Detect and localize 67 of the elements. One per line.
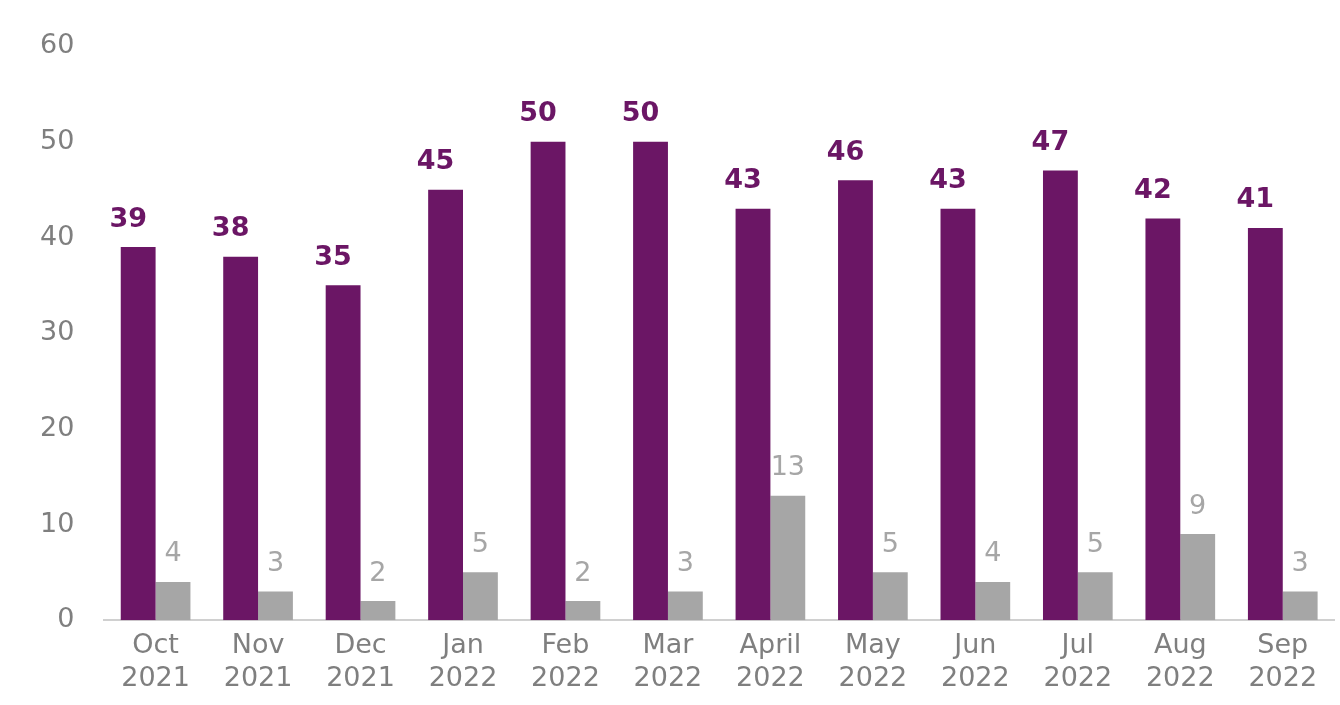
data-label: 3: [1291, 546, 1309, 578]
data-label: 38: [211, 211, 250, 243]
data-label: 41: [1236, 182, 1275, 214]
bar: [872, 572, 908, 621]
bar: [428, 189, 463, 621]
bar: [155, 581, 191, 621]
bar: [975, 581, 1011, 621]
bar: [838, 180, 873, 621]
bar: [360, 601, 396, 621]
x-tick-label: Sep 2022: [1248, 628, 1318, 692]
y-tick-label: 30: [40, 315, 75, 347]
data-label: 3: [266, 546, 285, 578]
data-label: 46: [826, 134, 865, 166]
data-label: 35: [314, 239, 352, 271]
bar: [1077, 572, 1113, 621]
y-tick-label: 60: [40, 28, 75, 60]
data-label: 5: [881, 526, 899, 558]
bar: [223, 256, 259, 621]
data-label: 39: [109, 201, 147, 233]
bar: [1282, 591, 1318, 621]
bar: [120, 247, 156, 621]
x-tick-label: Aug 2022: [1145, 628, 1215, 692]
data-label: 5: [471, 526, 490, 558]
data-label: 4: [164, 536, 182, 568]
bar: [940, 208, 976, 621]
bar: [1145, 218, 1181, 621]
data-label: 50: [519, 96, 557, 128]
bar: [1247, 227, 1283, 621]
bar: [258, 591, 293, 621]
y-tick-label: 10: [40, 506, 75, 538]
bar: [1180, 534, 1216, 621]
bar: [735, 208, 771, 621]
data-label: 4: [984, 536, 1002, 568]
x-tick-label: May 2022: [838, 628, 908, 692]
data-label: 45: [416, 144, 455, 176]
data-label: 9: [1189, 488, 1207, 520]
x-tick-label: Jan 2022: [428, 628, 498, 692]
x-tick-label: Feb 2022: [531, 628, 600, 692]
data-label: 2: [574, 555, 592, 587]
bar: [530, 141, 566, 621]
data-label: 43: [724, 163, 762, 195]
y-tick-label: 20: [40, 410, 75, 442]
data-label: 42: [1134, 172, 1172, 204]
x-tick-label: Mar 2022: [633, 628, 703, 692]
data-label: 50: [621, 96, 660, 128]
data-label: 47: [1031, 125, 1070, 157]
bar: [325, 285, 361, 621]
x-tick-label: April 2022: [736, 628, 805, 692]
bar: [770, 495, 806, 621]
bar: [565, 601, 601, 621]
data-label: 13: [770, 450, 806, 482]
bar: [633, 141, 668, 621]
data-label: 5: [1086, 526, 1104, 558]
bar: [463, 572, 498, 621]
data-label: 2: [369, 555, 387, 587]
bar: [1042, 170, 1078, 621]
x-tick-label: Oct 2021: [121, 628, 190, 692]
data-label: 43: [929, 163, 967, 195]
y-tick-label: 40: [40, 219, 75, 251]
x-tick-label: Jun 2022: [940, 628, 1010, 692]
y-tick-label: 0: [57, 602, 75, 634]
x-tick-label: Jul 2022: [1043, 628, 1113, 692]
bar: [667, 591, 703, 621]
x-tick-label: Dec 2021: [326, 628, 395, 692]
y-tick-label: 50: [40, 123, 75, 155]
x-tick-label: Nov 2021: [223, 628, 293, 692]
data-label: 3: [676, 546, 694, 578]
